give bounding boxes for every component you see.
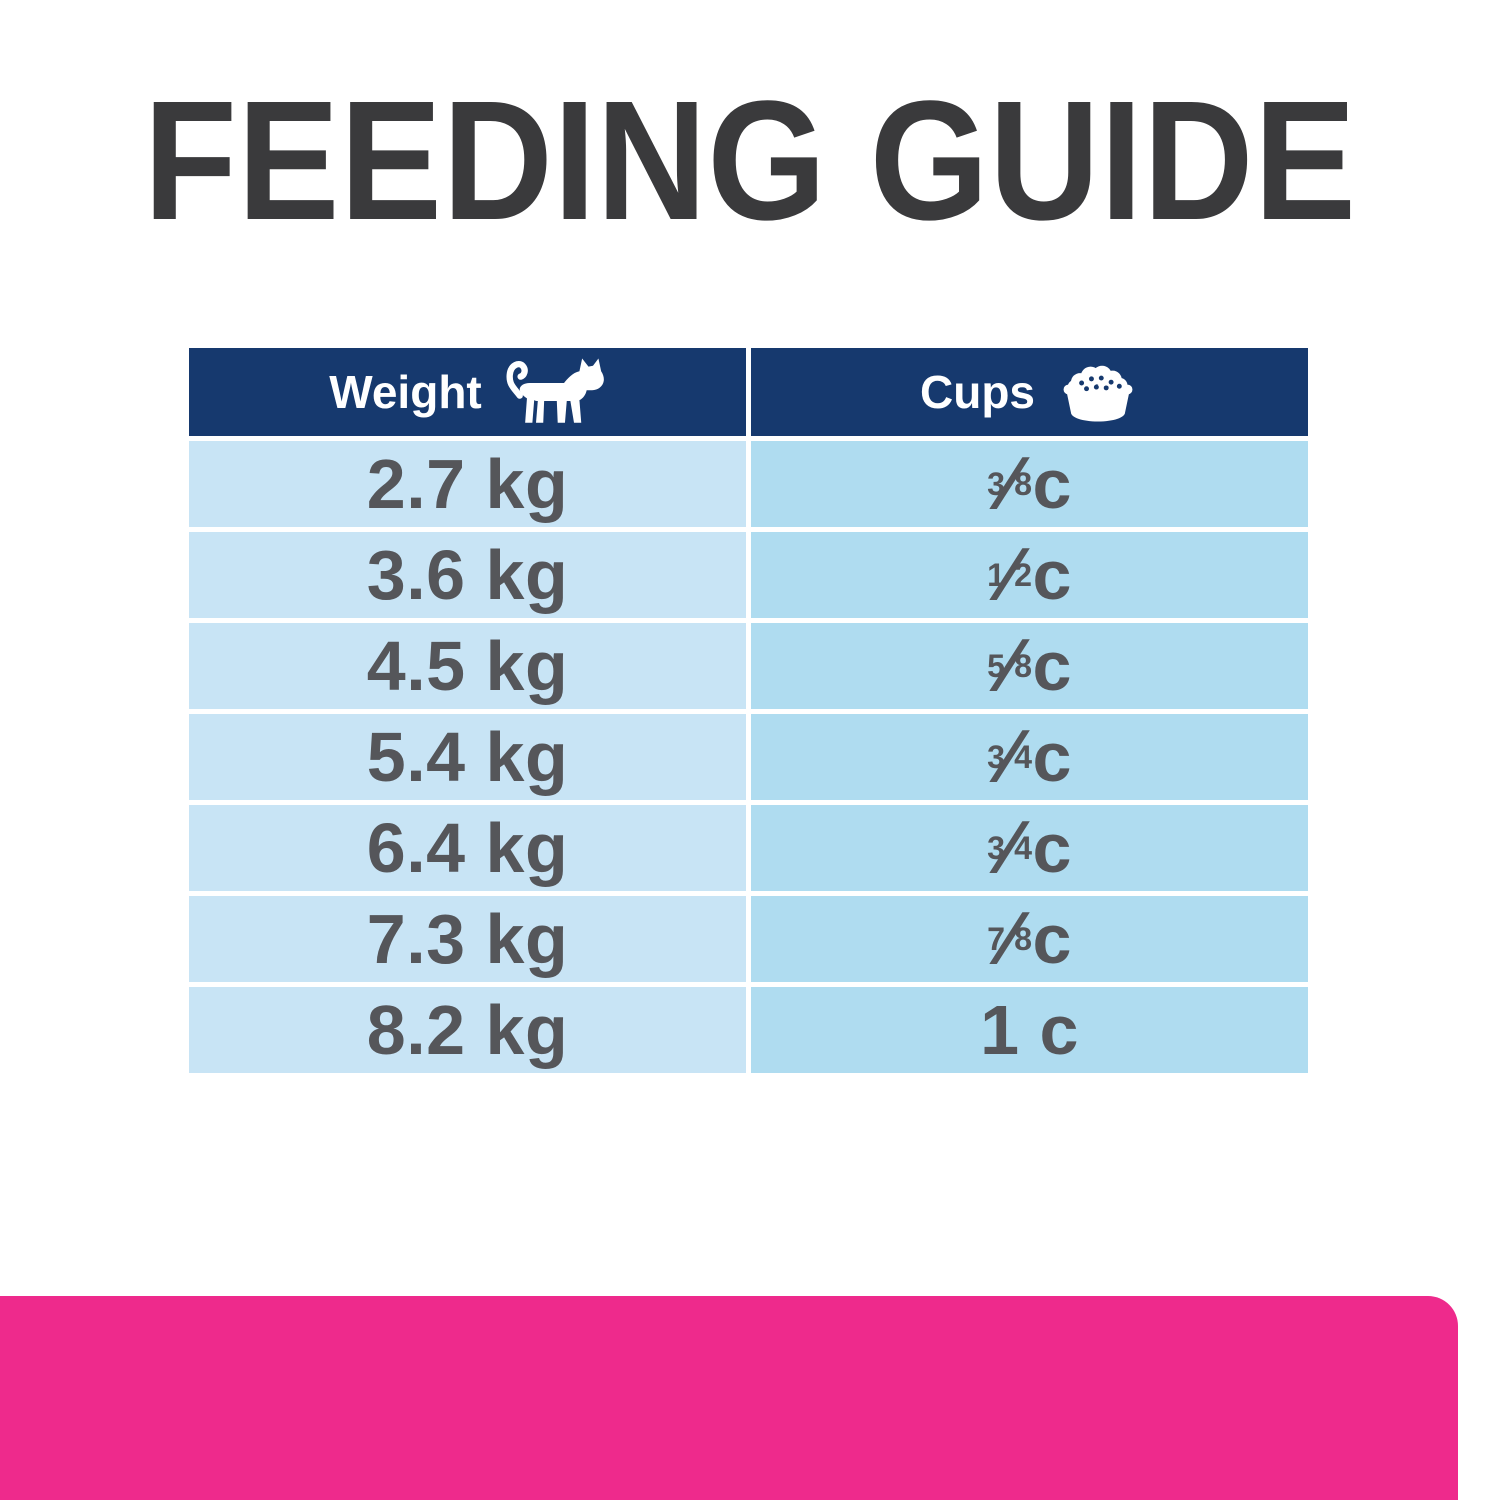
cups-cell: 1 ⁄ 2 c	[751, 532, 1308, 618]
table-row: 3.6 kg 1 ⁄ 2 c	[189, 532, 1308, 618]
table-row: 6.4 kg 3 ⁄ 4 c	[189, 805, 1308, 891]
cups-cell: 5 ⁄ 8 c	[751, 623, 1308, 709]
accent-bar	[0, 1296, 1458, 1500]
page-title: FEEDING GUIDE	[143, 66, 1357, 256]
weight-cell: 3.6 kg	[189, 532, 746, 618]
weight-column-label: Weight	[329, 366, 482, 418]
cups-cell: 7 ⁄ 8 c	[751, 896, 1308, 982]
table-row: 8.2 kg 1 c	[189, 987, 1308, 1073]
table-row: 4.5 kg 5 ⁄ 8 c	[189, 623, 1308, 709]
cups-cell: 1 c	[751, 987, 1308, 1073]
weight-cell: 5.4 kg	[189, 714, 746, 800]
cups-cell: 3 ⁄ 8 c	[751, 441, 1308, 527]
weight-cell: 7.3 kg	[189, 896, 746, 982]
weight-column-header: Weight	[189, 348, 746, 436]
weight-cell: 2.7 kg	[189, 441, 746, 527]
table-header-row: Weight Cups	[189, 348, 1308, 436]
weight-cell: 8.2 kg	[189, 987, 746, 1073]
weight-cell: 6.4 kg	[189, 805, 746, 891]
table-row: 5.4 kg 3 ⁄ 4 c	[189, 714, 1308, 800]
table-row: 2.7 kg 3 ⁄ 8 c	[189, 441, 1308, 527]
cups-cell: 3 ⁄ 4 c	[751, 805, 1308, 891]
weight-cell: 4.5 kg	[189, 623, 746, 709]
table-rows: 2.7 kg 3 ⁄ 8 c 3.6 kg 1 ⁄ 2 c 4.5 kg 5 ⁄ 8 c 5.4 kg 3…	[189, 441, 1308, 1073]
cups-column-label: Cups	[920, 366, 1035, 418]
feeding-guide-table: Weight Cups	[189, 348, 1308, 1073]
food-bowl-icon	[1057, 361, 1139, 423]
table-row: 7.3 kg 7 ⁄ 8 c	[189, 896, 1308, 982]
cups-column-header: Cups	[751, 348, 1308, 436]
cat-icon	[504, 354, 606, 430]
cups-cell: 3 ⁄ 4 c	[751, 714, 1308, 800]
